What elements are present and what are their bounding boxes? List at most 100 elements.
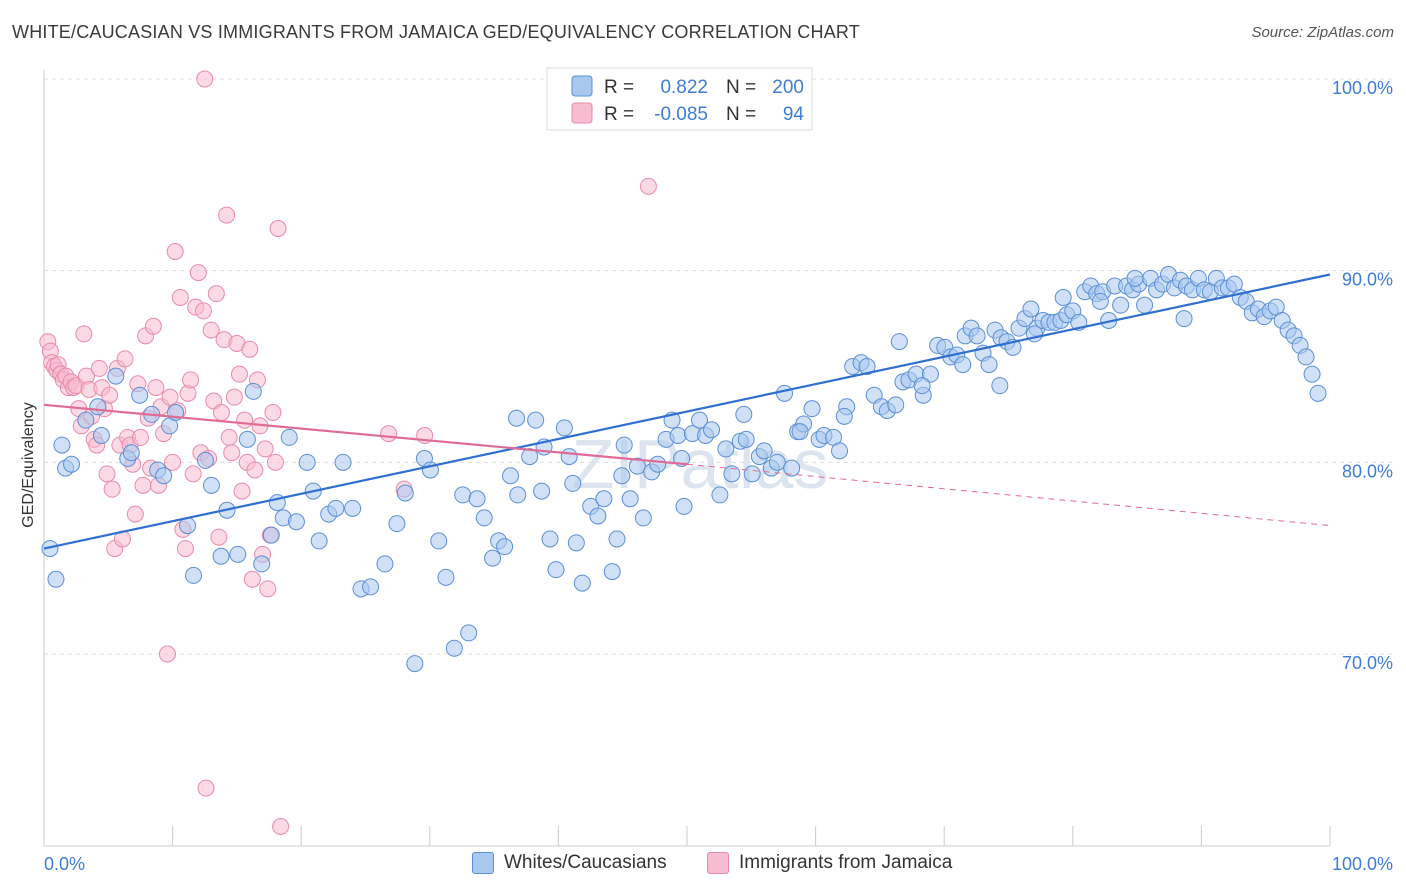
legend-stats: R = 0.822 N = 200 R = -0.085 N = 94: [546, 67, 813, 131]
chart-title: WHITE/CAUCASIAN VS IMMIGRANTS FROM JAMAI…: [12, 22, 860, 42]
legend-label-jamaica: Immigrants from Jamaica: [739, 852, 953, 873]
data-point-jamaica: [131, 428, 149, 446]
data-point-whites: [155, 467, 173, 485]
data-point-whites: [1126, 269, 1144, 287]
data-point-whites: [560, 448, 578, 466]
data-point-jamaica: [230, 365, 248, 383]
series-whites-caucasians: [41, 266, 1327, 673]
data-point-whites: [723, 465, 741, 483]
data-point-jamaica: [197, 779, 215, 797]
data-point-whites: [475, 509, 493, 527]
data-point-whites: [803, 400, 821, 418]
data-point-whites: [253, 555, 271, 573]
legend-n-label-2: N =: [726, 104, 756, 125]
legend-r-label-2: R =: [604, 104, 634, 125]
data-point-whites: [47, 570, 65, 588]
y-tick-label: 70.0%: [1342, 653, 1393, 673]
data-point-whites: [1054, 289, 1072, 306]
data-point-whites: [468, 490, 486, 508]
legend-swatch-pink: [571, 102, 593, 124]
data-point-whites: [63, 455, 81, 473]
data-point-jamaica: [212, 404, 230, 421]
data-point-whites: [89, 398, 107, 416]
data-point-whites: [991, 377, 1009, 395]
data-point-jamaica: [126, 505, 144, 523]
data-point-jamaica: [639, 177, 657, 195]
data-point-jamaica: [218, 206, 236, 224]
data-point-whites: [327, 499, 345, 517]
data-point-whites: [107, 367, 125, 385]
data-point-jamaica: [236, 411, 254, 429]
data-point-whites: [521, 448, 539, 466]
data-point-whites: [229, 545, 247, 563]
data-point-whites: [541, 530, 559, 548]
x-tick-labels: 0.0% 100.0%: [44, 854, 1393, 874]
trend-line-whites: [43, 273, 1331, 550]
data-point-whites: [737, 430, 755, 448]
data-point-jamaica: [158, 645, 176, 663]
data-point-whites: [783, 459, 801, 477]
data-point-whites: [954, 356, 972, 374]
data-point-whites: [362, 578, 380, 596]
data-point-whites: [212, 547, 230, 565]
data-point-whites: [509, 486, 527, 504]
data-point-whites: [743, 465, 761, 483]
data-point-whites: [1091, 292, 1109, 310]
data-point-jamaica: [264, 404, 282, 421]
y-tick-labels: 70.0% 80.0% 90.0% 100.0%: [1332, 78, 1393, 673]
data-point-whites: [634, 509, 652, 527]
data-point-whites: [717, 440, 735, 458]
data-point-jamaica: [259, 580, 277, 598]
data-point-whites: [1309, 384, 1327, 402]
data-point-whites: [437, 568, 455, 586]
data-point-whites: [547, 561, 565, 579]
data-point-whites: [508, 409, 526, 427]
x-tick-label: 0.0%: [44, 854, 85, 874]
data-point-whites: [649, 455, 667, 473]
legend-n-value-2: 94: [783, 104, 805, 125]
data-point-whites: [298, 453, 316, 471]
legend-swatch-blue: [571, 75, 593, 97]
data-point-whites: [791, 423, 809, 441]
legend-bottom: Whites/Caucasians Immigrants from Jamaic…: [0, 850, 1406, 880]
data-point-whites: [555, 419, 573, 437]
data-point-whites: [202, 476, 220, 494]
data-point-whites: [887, 396, 905, 414]
data-point-jamaica: [225, 388, 243, 406]
legend-item-jamaica: Immigrants from Jamaica: [707, 852, 952, 874]
data-point-whites: [92, 427, 110, 444]
grid-lines: [44, 78, 1394, 655]
trend-line-jamaica: [43, 403, 688, 466]
data-point-whites: [185, 566, 203, 584]
data-point-jamaica: [189, 264, 207, 282]
data-point-whites: [280, 428, 298, 446]
data-point-whites: [484, 549, 502, 567]
data-point-whites: [53, 436, 71, 454]
data-point-whites: [196, 451, 214, 469]
data-point-whites: [675, 497, 693, 515]
data-point-whites: [122, 444, 140, 462]
data-point-whites: [735, 405, 753, 423]
data-point-whites: [41, 540, 59, 558]
data-point-jamaica: [210, 528, 228, 546]
legend-n-value-1: 200: [772, 77, 804, 98]
data-point-jamaica: [202, 321, 220, 339]
data-point-whites: [615, 436, 633, 454]
y-axis-label: GED/Equivalency: [20, 402, 37, 527]
x-tick-label: 100.0%: [1332, 854, 1393, 874]
data-point-jamaica: [101, 386, 119, 404]
data-point-whites: [980, 356, 998, 374]
data-point-jamaica: [184, 465, 202, 483]
data-point-whites: [755, 442, 773, 460]
data-point-jamaica: [243, 570, 261, 588]
data-point-whites: [1112, 296, 1130, 314]
data-point-jamaica: [233, 482, 251, 500]
data-point-whites: [613, 467, 631, 485]
data-point-whites: [77, 411, 95, 429]
data-point-whites: [396, 484, 414, 502]
data-point-whites: [968, 327, 986, 345]
data-point-jamaica: [164, 453, 182, 471]
data-point-whites: [1175, 310, 1193, 328]
data-point-whites: [131, 386, 149, 404]
